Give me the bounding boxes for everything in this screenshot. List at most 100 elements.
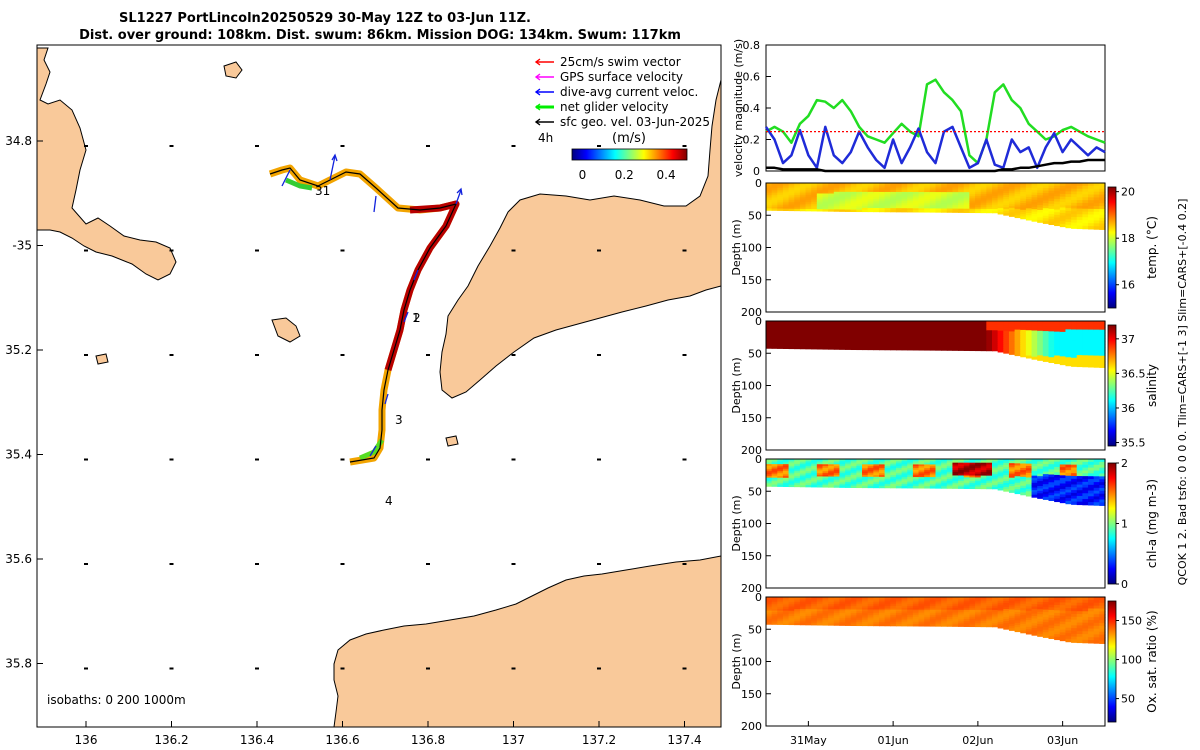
section-cell bbox=[1088, 599, 1095, 604]
section-cell bbox=[805, 209, 812, 212]
section-cell bbox=[980, 602, 987, 605]
isobath-dot bbox=[340, 458, 345, 461]
section-cell bbox=[884, 475, 891, 478]
section-cell bbox=[986, 207, 993, 210]
isobath-dot bbox=[340, 145, 345, 147]
section-cell bbox=[794, 322, 801, 326]
section-cell bbox=[1008, 185, 1016, 188]
section-cell bbox=[890, 199, 897, 202]
section-cell bbox=[963, 462, 970, 466]
section-cell bbox=[901, 342, 908, 345]
section-cell bbox=[952, 188, 959, 191]
section-cell bbox=[1048, 203, 1055, 207]
section-cell bbox=[1093, 344, 1100, 348]
section-cell bbox=[850, 476, 857, 480]
section-cell bbox=[1020, 608, 1027, 611]
section-cell bbox=[1003, 597, 1010, 600]
section-cell bbox=[986, 468, 993, 471]
section-cell bbox=[799, 617, 807, 621]
section-cell bbox=[771, 462, 778, 465]
section-cell bbox=[805, 612, 812, 615]
section-cell bbox=[912, 484, 920, 487]
section-cell bbox=[1076, 495, 1083, 500]
section-cell bbox=[1037, 626, 1044, 630]
section-cell bbox=[1093, 203, 1100, 207]
section-cell bbox=[901, 195, 908, 198]
colorbar-tick-label: 37 bbox=[1121, 333, 1135, 346]
isobath-dot bbox=[511, 667, 516, 670]
section-cell bbox=[879, 482, 886, 485]
section-cell bbox=[1008, 607, 1016, 611]
section-cell bbox=[963, 343, 970, 346]
section-cell bbox=[879, 623, 886, 627]
section-cell bbox=[907, 333, 914, 337]
section-cell bbox=[884, 622, 891, 625]
section-cell bbox=[782, 622, 790, 625]
section-cell bbox=[1048, 195, 1055, 200]
section-cell bbox=[924, 326, 931, 329]
section-cell bbox=[958, 602, 965, 605]
section-cell bbox=[975, 348, 982, 352]
section-cell bbox=[1008, 619, 1016, 623]
section-cell bbox=[777, 336, 784, 339]
section-cell bbox=[1093, 364, 1100, 368]
section-cell bbox=[1048, 185, 1055, 189]
section-cell bbox=[839, 602, 846, 605]
section-cell bbox=[907, 598, 914, 602]
section-cell bbox=[833, 611, 841, 614]
section-cell bbox=[1088, 191, 1095, 196]
section-cell bbox=[799, 346, 807, 350]
section-cell bbox=[845, 604, 852, 607]
section-cell bbox=[1082, 225, 1089, 230]
section-cell bbox=[986, 194, 993, 197]
section-cell bbox=[1025, 208, 1033, 212]
section-cell bbox=[929, 618, 937, 622]
section-cell bbox=[839, 183, 846, 186]
section-cell bbox=[1020, 610, 1027, 614]
section-cell bbox=[1099, 185, 1106, 190]
section-cell bbox=[805, 196, 812, 200]
section-cell bbox=[839, 474, 846, 478]
section-cell bbox=[777, 474, 784, 477]
section-cell bbox=[816, 336, 824, 340]
section-cell bbox=[958, 624, 965, 627]
section-cell bbox=[1003, 611, 1010, 614]
section-cell bbox=[822, 466, 829, 469]
section-cell bbox=[1082, 208, 1089, 213]
section-cell bbox=[958, 617, 965, 620]
section-cell bbox=[816, 485, 824, 488]
section-cell bbox=[918, 333, 925, 337]
section-cell bbox=[771, 484, 778, 487]
section-cell bbox=[1025, 194, 1033, 198]
section-cell bbox=[850, 202, 857, 205]
section-cell bbox=[997, 480, 1004, 483]
section-cell bbox=[890, 620, 897, 623]
section-cell bbox=[856, 475, 863, 478]
section-cell bbox=[935, 197, 942, 200]
section-cell bbox=[850, 471, 857, 474]
section-cell bbox=[766, 482, 773, 486]
section-cell bbox=[1071, 202, 1078, 207]
legend-arrowhead bbox=[534, 118, 541, 126]
section-cell bbox=[935, 193, 942, 197]
section-cell bbox=[935, 597, 942, 600]
section-cell bbox=[867, 329, 874, 333]
section-cell bbox=[777, 469, 784, 472]
section-cell bbox=[862, 602, 869, 605]
section-cell bbox=[867, 623, 874, 627]
section-cell bbox=[850, 197, 857, 200]
section-cell bbox=[912, 598, 920, 602]
section-cell bbox=[1065, 498, 1072, 502]
section-cell bbox=[969, 330, 976, 333]
section-cell bbox=[856, 483, 863, 487]
section-cell bbox=[1071, 216, 1078, 221]
section-cell bbox=[867, 206, 874, 209]
section-cell bbox=[992, 611, 999, 615]
section-cell bbox=[867, 200, 874, 204]
section-cell bbox=[839, 197, 846, 200]
section-cell bbox=[879, 462, 886, 465]
lon-tick-label: 137.2 bbox=[582, 733, 616, 747]
section-cell bbox=[895, 598, 903, 602]
section-cell bbox=[1099, 599, 1106, 604]
section-cell bbox=[907, 600, 914, 603]
